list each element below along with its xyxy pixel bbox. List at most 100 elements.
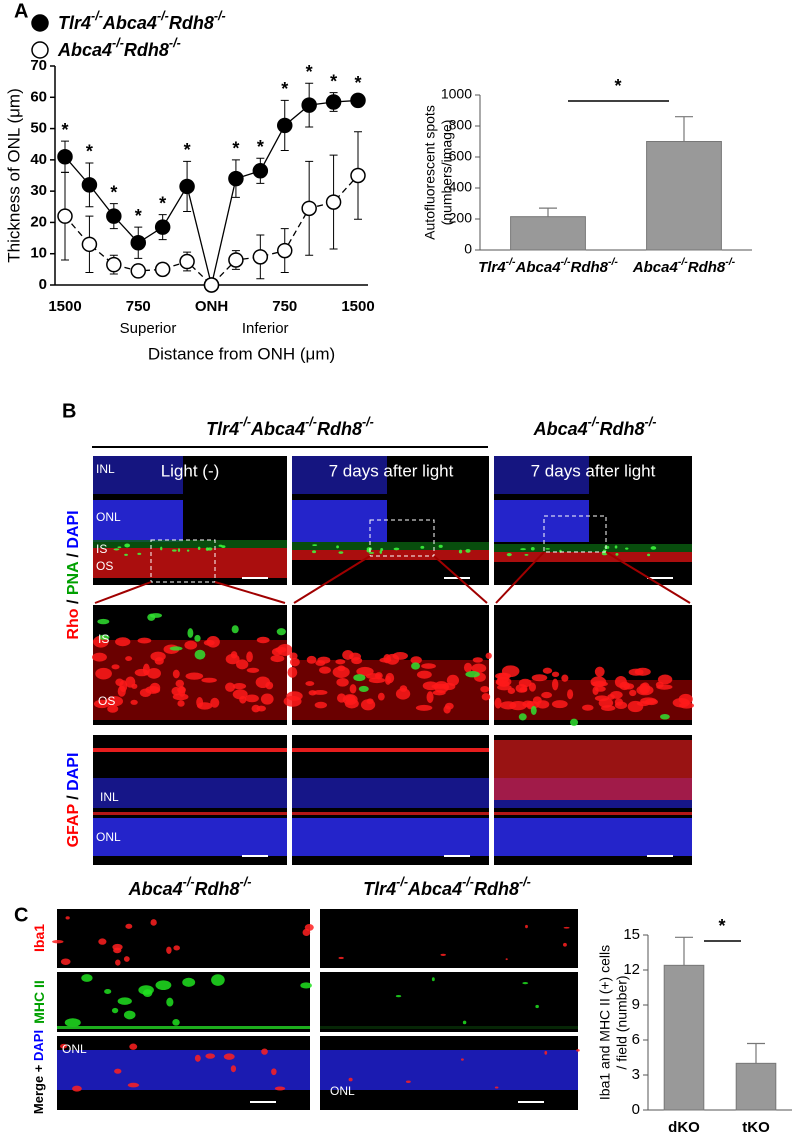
row-label-part: /	[65, 549, 82, 562]
y-axis-label: (numbers/image)	[439, 120, 455, 226]
data-point	[106, 208, 122, 224]
image-feature	[147, 613, 156, 621]
image-region	[93, 818, 287, 856]
image-feature	[422, 681, 439, 691]
image-feature	[416, 670, 432, 679]
image-feature	[380, 548, 384, 552]
significance-mark: *	[61, 120, 68, 140]
image-feature	[431, 977, 435, 982]
image-feature	[411, 662, 420, 670]
image-feature	[289, 657, 300, 667]
layer-label: IS	[98, 632, 109, 646]
y-axis-label: Thickness of ONL (μm)	[4, 88, 23, 262]
image-feature	[535, 1004, 539, 1009]
image-feature	[112, 943, 123, 951]
image-feature	[172, 693, 189, 701]
image-feature	[92, 652, 107, 662]
image-feature	[594, 695, 610, 702]
legend-marker	[31, 14, 49, 32]
bar	[735, 1062, 777, 1111]
image-feature	[660, 713, 670, 720]
data-point	[277, 242, 293, 259]
image-feature	[640, 697, 657, 705]
significance-mark: *	[257, 137, 264, 157]
data-point	[301, 200, 317, 217]
y-tick-label: 0	[464, 241, 472, 257]
row-label: MHC II	[31, 980, 47, 1024]
image-feature	[194, 1054, 201, 1062]
image-region	[494, 812, 692, 815]
image-feature	[308, 690, 317, 696]
image-feature	[395, 995, 402, 998]
image-feature	[119, 680, 128, 693]
data-point	[81, 177, 98, 193]
image-feature	[98, 634, 110, 640]
layer-label: OS	[98, 694, 115, 708]
image-feature	[125, 656, 133, 662]
image-feature	[194, 649, 206, 660]
image-feature	[123, 956, 130, 962]
y-tick-label: 1000	[441, 86, 472, 102]
image-region	[93, 748, 287, 752]
image-feature	[60, 958, 71, 965]
image-region	[57, 909, 310, 968]
image-feature	[410, 656, 422, 664]
image-feature	[531, 674, 548, 682]
row-label-part: +	[31, 1061, 46, 1072]
y-tick-label: 9	[632, 996, 640, 1013]
data-point	[203, 277, 220, 293]
image-feature	[312, 550, 317, 554]
y-tick-label: 40	[30, 151, 47, 168]
image-feature	[312, 544, 318, 547]
image-feature	[614, 698, 624, 706]
y-axis-label: Iba1 and MHC II (+) cells	[597, 945, 613, 1100]
x-axis-label: Distance from ONH (μm)	[148, 344, 335, 363]
y-tick-label: 30	[30, 182, 47, 199]
image-feature	[462, 1020, 467, 1025]
image-feature	[567, 689, 574, 700]
y-tick-label: 400	[449, 179, 473, 195]
data-point	[350, 92, 366, 109]
image-feature	[443, 705, 451, 714]
image-feature	[349, 652, 362, 661]
image-feature	[149, 682, 161, 693]
image-feature	[125, 923, 133, 929]
x-tick-label: 1500	[48, 298, 81, 315]
image-feature	[166, 997, 174, 1007]
x-tick-label: tKO	[742, 1119, 770, 1136]
image-feature	[374, 672, 383, 680]
image-feature	[130, 699, 138, 705]
image-feature	[614, 545, 618, 549]
image-region	[93, 456, 183, 494]
image-feature	[115, 959, 121, 966]
x-tick-label: 750	[272, 298, 297, 315]
image-feature	[305, 681, 315, 686]
image-region	[93, 812, 287, 815]
data-point	[130, 235, 146, 251]
image-feature	[150, 919, 157, 926]
column-header: Abca4-/-Rdh8-/-	[128, 875, 252, 898]
y-tick-label: 800	[449, 117, 473, 133]
image-feature	[289, 652, 298, 660]
significance-mark: *	[110, 182, 117, 202]
row-label-part: Merge	[31, 1072, 46, 1114]
image-feature	[225, 682, 236, 692]
image-feature	[525, 924, 528, 929]
row-label: Iba1	[31, 924, 47, 952]
image-feature	[415, 704, 433, 711]
x-tick-label: ONH	[195, 298, 228, 315]
image-region	[292, 818, 489, 856]
image-feature	[286, 691, 303, 701]
image-feature	[184, 640, 198, 650]
significance-mark: *	[306, 62, 313, 82]
image-feature	[244, 694, 259, 703]
y-tick-label: 70	[30, 57, 47, 74]
image-feature	[485, 652, 492, 659]
image-feature	[230, 1065, 237, 1073]
image-feature	[98, 938, 107, 945]
image-feature	[124, 553, 128, 556]
image-feature	[629, 689, 637, 697]
image-feature	[271, 1068, 277, 1076]
image-feature	[505, 958, 508, 961]
image-feature	[172, 1018, 180, 1026]
